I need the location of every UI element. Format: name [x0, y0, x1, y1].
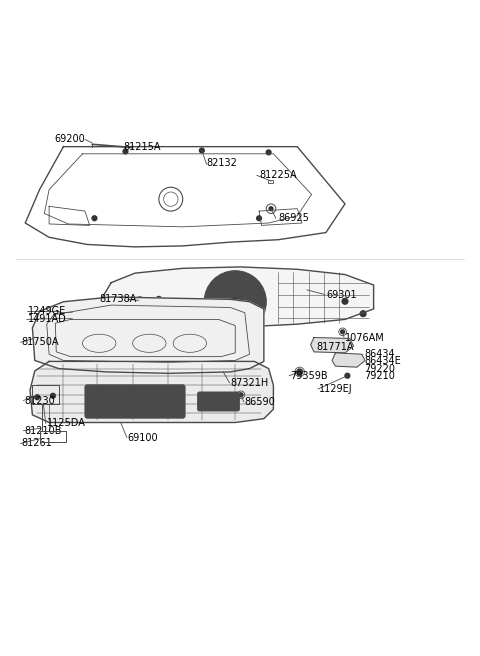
- Text: 81771A: 81771A: [316, 342, 354, 352]
- Polygon shape: [33, 297, 264, 373]
- Circle shape: [50, 394, 55, 398]
- Circle shape: [35, 395, 39, 400]
- Text: 86925: 86925: [278, 213, 309, 223]
- Text: 69200: 69200: [54, 134, 85, 144]
- Circle shape: [120, 301, 126, 307]
- Circle shape: [342, 298, 348, 304]
- Text: 87321H: 87321H: [230, 378, 269, 388]
- Text: 79359B: 79359B: [290, 371, 328, 380]
- Text: 69301: 69301: [326, 289, 357, 300]
- Text: 1129EJ: 1129EJ: [319, 384, 352, 394]
- Circle shape: [70, 310, 74, 314]
- Bar: [39, 431, 66, 441]
- Text: 79210: 79210: [364, 371, 395, 381]
- Text: 86590: 86590: [245, 397, 276, 407]
- Text: 1076AM: 1076AM: [345, 333, 385, 342]
- Text: 1491AD: 1491AD: [28, 314, 66, 325]
- Text: 79220: 79220: [364, 364, 395, 374]
- Text: 82132: 82132: [206, 158, 238, 169]
- Text: 81750A: 81750A: [22, 337, 59, 347]
- Text: 86434E: 86434E: [364, 356, 401, 367]
- FancyBboxPatch shape: [85, 385, 185, 418]
- Circle shape: [41, 356, 47, 362]
- Polygon shape: [30, 361, 274, 422]
- Circle shape: [297, 369, 302, 375]
- Text: 69100: 69100: [128, 433, 158, 443]
- Circle shape: [232, 298, 239, 305]
- Text: 1125DA: 1125DA: [47, 419, 85, 428]
- Circle shape: [92, 216, 97, 220]
- Circle shape: [204, 271, 266, 333]
- Circle shape: [199, 148, 204, 153]
- Circle shape: [345, 373, 350, 378]
- Text: 86434: 86434: [364, 349, 395, 359]
- Text: 81215A: 81215A: [123, 142, 161, 152]
- Circle shape: [138, 298, 142, 302]
- Circle shape: [235, 307, 240, 313]
- Circle shape: [123, 149, 128, 154]
- Text: 81261: 81261: [22, 438, 52, 449]
- Circle shape: [239, 393, 243, 397]
- Circle shape: [341, 330, 345, 334]
- Bar: [268, 180, 274, 184]
- Polygon shape: [97, 267, 373, 328]
- Text: 81210B: 81210B: [24, 426, 62, 436]
- Circle shape: [237, 354, 243, 359]
- Circle shape: [257, 216, 262, 220]
- Polygon shape: [332, 353, 365, 367]
- Text: 81738A: 81738A: [99, 295, 137, 304]
- Circle shape: [338, 342, 343, 347]
- Circle shape: [156, 297, 162, 302]
- Circle shape: [120, 299, 126, 304]
- Circle shape: [266, 150, 271, 155]
- Text: 1249GE: 1249GE: [28, 306, 66, 316]
- Text: 81225A: 81225A: [259, 171, 297, 180]
- Circle shape: [360, 311, 366, 317]
- Polygon shape: [311, 338, 354, 353]
- Circle shape: [44, 311, 49, 317]
- Text: 81230: 81230: [24, 396, 55, 405]
- Bar: [33, 385, 59, 404]
- Circle shape: [352, 357, 357, 361]
- Circle shape: [269, 207, 273, 211]
- FancyBboxPatch shape: [198, 392, 240, 411]
- Circle shape: [70, 316, 74, 321]
